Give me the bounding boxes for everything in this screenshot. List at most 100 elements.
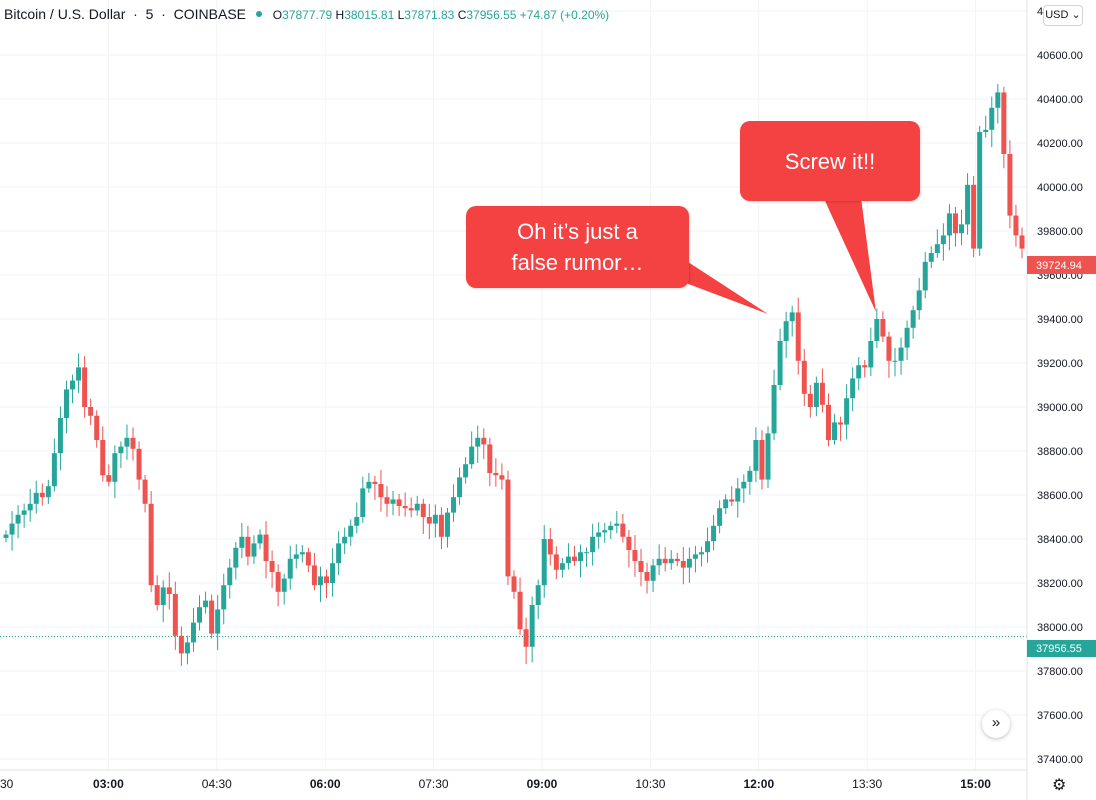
- candle: [269, 550, 275, 588]
- candle: [45, 479, 51, 505]
- x-tick-label: 10:30: [635, 777, 665, 791]
- candle: [57, 406, 63, 471]
- candle: [590, 523, 596, 566]
- candle-body: [729, 499, 735, 502]
- candle-body: [765, 433, 771, 480]
- candle-body: [1019, 235, 1025, 249]
- candle: [287, 545, 293, 590]
- chart-grid: [0, 0, 1027, 770]
- symbol-separator: ·: [157, 6, 170, 22]
- current-price-label: 39724.94: [1036, 260, 1082, 272]
- candle: [70, 374, 76, 404]
- candle-body: [934, 244, 940, 253]
- candle-body: [832, 422, 838, 440]
- y-tick-label: 40200.00: [1037, 138, 1083, 150]
- callout-first-line2: false rumor…: [511, 250, 644, 275]
- candle-body: [469, 446, 475, 465]
- candle-body: [438, 514, 444, 537]
- candle-body: [142, 479, 148, 504]
- candle-body: [287, 558, 293, 579]
- candle: [705, 527, 711, 563]
- candle: [124, 424, 130, 460]
- candle-body: [215, 609, 221, 634]
- candle: [408, 497, 414, 518]
- candle-body: [584, 552, 590, 554]
- candle-body: [529, 605, 535, 647]
- candle: [819, 368, 825, 413]
- candle: [239, 522, 245, 559]
- y-tick-label: 40000.00: [1037, 182, 1083, 194]
- candle-body: [753, 440, 759, 471]
- candle: [723, 494, 729, 515]
- candle: [94, 410, 100, 448]
- candle-body: [27, 503, 33, 511]
- price-axis[interactable]: 40800.0040600.0040400.0040200.0040000.00…: [1026, 0, 1083, 800]
- candle: [965, 173, 971, 235]
- candle-body: [366, 481, 372, 489]
- candle: [1007, 140, 1013, 229]
- candle-body: [565, 556, 571, 564]
- candle-body: [928, 253, 934, 262]
- candle: [148, 491, 154, 593]
- candle-body: [330, 563, 336, 583]
- candle: [311, 552, 317, 591]
- candle: [396, 493, 402, 516]
- candle-body: [384, 497, 390, 504]
- candle: [868, 327, 874, 376]
- x-tick-label: 15:00: [960, 777, 991, 791]
- candle: [916, 277, 922, 320]
- candle-body: [197, 607, 203, 623]
- candle-body: [553, 554, 559, 570]
- time-axis[interactable]: 30 03:00 04:30 06:00 07:30 09:00 10:30 12:00 13:…: [0, 769, 1027, 791]
- scroll-to-realtime-button[interactable]: »: [982, 710, 1010, 738]
- candle-body: [777, 341, 783, 385]
- candle: [505, 470, 511, 585]
- candle: [578, 544, 584, 578]
- candle-body: [940, 235, 946, 245]
- candle: [856, 357, 862, 391]
- candle-body: [475, 437, 481, 447]
- interval-label[interactable]: 5: [145, 6, 154, 22]
- candle-body: [686, 558, 692, 568]
- candle: [686, 547, 692, 583]
- currency-button[interactable]: USD ⌄: [1043, 5, 1083, 26]
- y-tick-label: 37800.00: [1037, 666, 1083, 678]
- candle: [850, 367, 856, 412]
- symbol-name[interactable]: Bitcoin / U.S. Dollar: [4, 6, 126, 22]
- candle-body: [559, 563, 565, 570]
- candle-body: [348, 525, 354, 537]
- candle: [698, 546, 704, 567]
- candle-body: [82, 367, 88, 407]
- candle-body: [789, 312, 795, 322]
- y-tick-label: 38000.00: [1037, 622, 1083, 634]
- candle: [511, 570, 517, 599]
- y-tick-label: 39800.00: [1037, 226, 1083, 238]
- gear-icon[interactable]: ⚙: [1052, 777, 1067, 794]
- candle: [227, 559, 233, 599]
- y-tick-label: 38600.00: [1037, 490, 1083, 502]
- candle: [608, 521, 614, 539]
- x-tick-label: 06:00: [310, 777, 341, 791]
- candle-body: [354, 517, 360, 526]
- candle: [475, 425, 481, 463]
- candle-body: [493, 473, 499, 476]
- candle: [656, 544, 662, 576]
- candle: [620, 513, 626, 543]
- candle: [384, 485, 390, 517]
- candle-body: [251, 543, 257, 557]
- candle: [9, 511, 15, 551]
- candle-body: [886, 336, 892, 361]
- candle: [971, 176, 977, 258]
- x-tick-label: 09:00: [527, 777, 558, 791]
- candle: [626, 529, 632, 568]
- candle-body: [414, 503, 420, 511]
- candle: [898, 337, 904, 375]
- candle-body: [408, 508, 414, 511]
- candle: [946, 204, 952, 251]
- candle-body: [711, 525, 717, 542]
- candle-body: [644, 572, 650, 581]
- candle: [360, 476, 366, 523]
- candle-body: [807, 393, 813, 407]
- candle: [692, 546, 698, 573]
